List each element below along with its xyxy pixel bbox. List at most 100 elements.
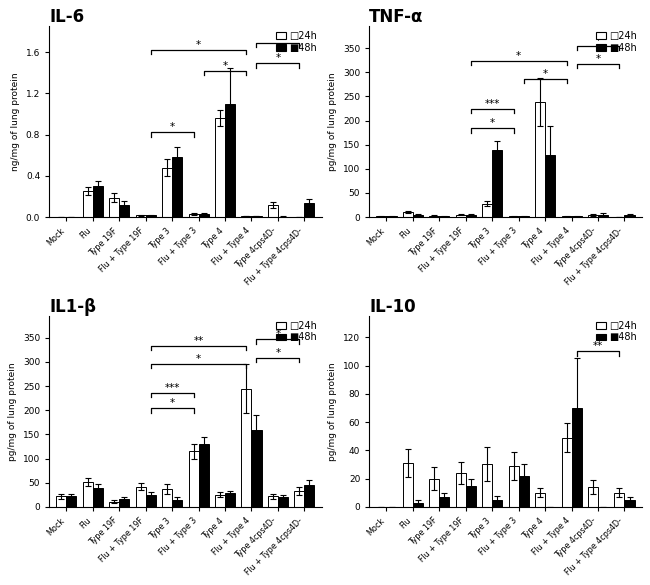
Bar bbox=[109, 198, 119, 217]
Bar bbox=[376, 216, 387, 217]
Bar bbox=[119, 498, 129, 507]
Text: **: ** bbox=[593, 342, 603, 352]
Text: *: * bbox=[196, 353, 201, 363]
Bar bbox=[430, 216, 439, 217]
Bar bbox=[562, 438, 571, 507]
Text: **: ** bbox=[194, 336, 203, 346]
Bar bbox=[387, 216, 396, 217]
Bar bbox=[252, 216, 261, 217]
Text: *: * bbox=[276, 329, 280, 339]
Bar bbox=[215, 118, 225, 217]
Legend: □24h, ■48h: □24h, ■48h bbox=[596, 31, 637, 53]
Bar bbox=[198, 214, 209, 217]
Bar bbox=[439, 216, 449, 217]
Bar bbox=[304, 485, 315, 507]
Text: *: * bbox=[196, 40, 201, 50]
Bar bbox=[215, 495, 225, 507]
Bar bbox=[535, 102, 545, 217]
Text: TNF-α: TNF-α bbox=[369, 8, 424, 26]
Bar bbox=[93, 487, 103, 507]
Text: IL1-β: IL1-β bbox=[49, 298, 96, 316]
Bar bbox=[83, 191, 93, 217]
Bar bbox=[562, 216, 571, 217]
Text: *: * bbox=[595, 54, 601, 64]
Bar bbox=[119, 205, 129, 217]
Text: *: * bbox=[543, 68, 548, 78]
Bar bbox=[625, 500, 634, 507]
Bar bbox=[188, 214, 198, 217]
Bar bbox=[225, 104, 235, 217]
Bar bbox=[588, 215, 598, 217]
Legend: □24h, ■48h: □24h, ■48h bbox=[596, 321, 637, 342]
Bar bbox=[93, 186, 103, 217]
Bar bbox=[146, 495, 156, 507]
Bar bbox=[509, 466, 519, 507]
Bar bbox=[571, 216, 582, 217]
Y-axis label: pg/mg of lung protein: pg/mg of lung protein bbox=[328, 362, 337, 461]
Bar bbox=[482, 464, 492, 507]
Bar bbox=[172, 500, 182, 507]
Text: *: * bbox=[516, 51, 521, 61]
Text: *: * bbox=[170, 398, 175, 408]
Bar bbox=[268, 205, 278, 217]
Bar bbox=[492, 150, 502, 217]
Bar bbox=[456, 473, 466, 507]
Bar bbox=[198, 444, 209, 507]
Bar bbox=[66, 496, 77, 507]
Bar bbox=[136, 215, 146, 217]
Text: *: * bbox=[489, 118, 495, 128]
Bar bbox=[413, 215, 423, 217]
Text: *: * bbox=[595, 36, 601, 46]
Text: ***: *** bbox=[164, 383, 180, 393]
Bar bbox=[519, 216, 528, 217]
Bar bbox=[403, 212, 413, 217]
Text: *: * bbox=[276, 347, 280, 358]
Bar bbox=[225, 493, 235, 507]
Bar bbox=[162, 168, 172, 217]
Y-axis label: pg/mg of lung protein: pg/mg of lung protein bbox=[8, 362, 18, 461]
Bar bbox=[439, 497, 449, 507]
Bar bbox=[588, 487, 598, 507]
Bar bbox=[519, 476, 528, 507]
Legend: □24h, ■48h: □24h, ■48h bbox=[276, 31, 317, 53]
Bar bbox=[188, 451, 198, 507]
Bar bbox=[492, 500, 502, 507]
Bar bbox=[241, 216, 252, 217]
Y-axis label: ng/mg of lung protein: ng/mg of lung protein bbox=[11, 73, 20, 171]
Bar bbox=[535, 493, 545, 507]
Bar bbox=[466, 486, 476, 507]
Legend: □24h, ■48h: □24h, ■48h bbox=[276, 321, 317, 342]
Bar bbox=[146, 215, 156, 217]
Bar bbox=[172, 157, 182, 217]
Bar bbox=[83, 481, 93, 507]
Bar bbox=[136, 487, 146, 507]
Bar bbox=[625, 215, 634, 217]
Text: *: * bbox=[222, 61, 227, 71]
Bar bbox=[294, 491, 304, 507]
Bar bbox=[509, 216, 519, 217]
Bar bbox=[456, 215, 466, 217]
Bar bbox=[482, 204, 492, 217]
Bar bbox=[403, 463, 413, 507]
Y-axis label: pg/mg of lung protein: pg/mg of lung protein bbox=[328, 73, 337, 171]
Bar bbox=[252, 429, 261, 507]
Text: ***: *** bbox=[485, 99, 500, 109]
Text: IL-10: IL-10 bbox=[369, 298, 416, 316]
Text: *: * bbox=[276, 53, 280, 63]
Bar bbox=[545, 155, 555, 217]
Bar bbox=[109, 501, 119, 507]
Bar bbox=[598, 215, 608, 217]
Bar bbox=[430, 479, 439, 507]
Bar bbox=[268, 496, 278, 507]
Bar bbox=[278, 497, 288, 507]
Text: *: * bbox=[170, 122, 175, 132]
Bar bbox=[571, 408, 582, 507]
Bar bbox=[466, 215, 476, 217]
Bar bbox=[614, 493, 625, 507]
Text: *: * bbox=[276, 33, 280, 43]
Bar bbox=[304, 202, 315, 217]
Bar bbox=[241, 388, 252, 507]
Bar bbox=[413, 503, 423, 507]
Text: IL-6: IL-6 bbox=[49, 8, 84, 26]
Bar bbox=[57, 496, 66, 507]
